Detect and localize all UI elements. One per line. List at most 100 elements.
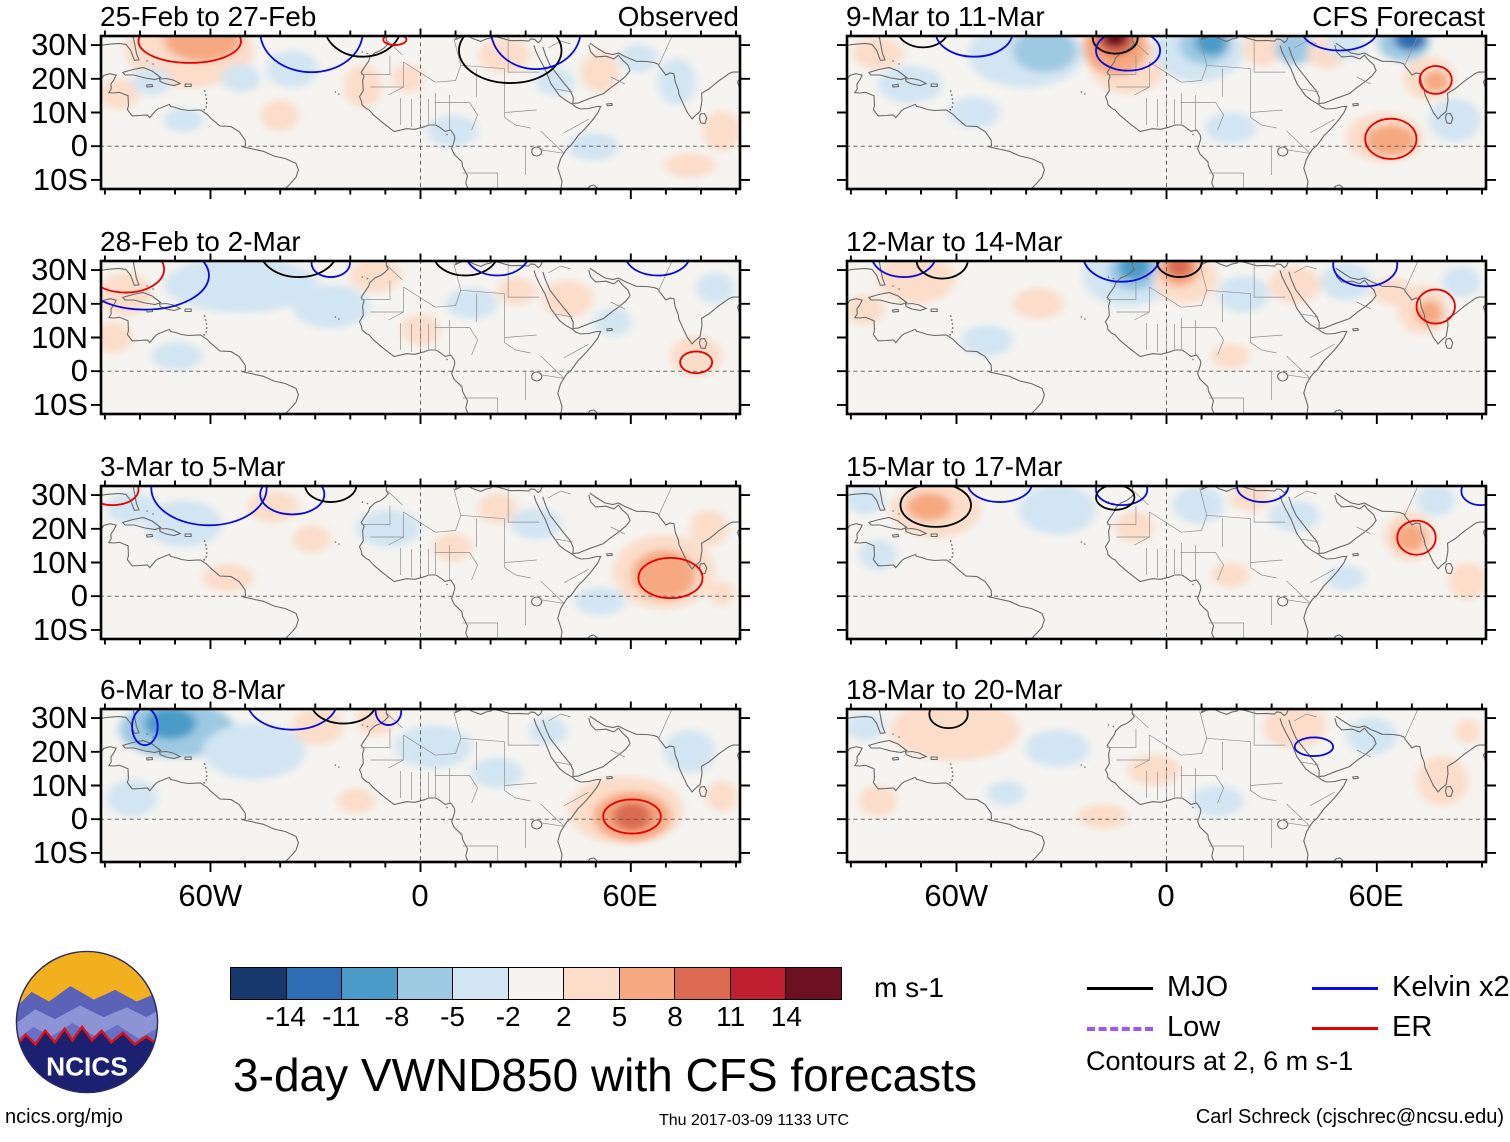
map-frame xyxy=(845,707,1488,864)
country-borders xyxy=(1106,260,1419,415)
lat-tick-label: 30N xyxy=(31,700,88,736)
er-contour xyxy=(1415,288,1456,325)
lat-tick-label: 20N xyxy=(31,60,88,96)
colorbar-cell xyxy=(342,968,398,999)
axis-ticks xyxy=(836,253,1497,424)
footer-credit: Carl Schreck (cjschrec@ncsu.edu) xyxy=(1195,1106,1504,1128)
wave-contours xyxy=(899,485,1487,556)
coastlines xyxy=(100,485,741,640)
anomaly-map xyxy=(90,478,751,649)
er-contour xyxy=(679,350,714,375)
panel-corner-label: CFS Forecast xyxy=(1312,1,1485,32)
legend-line-kelvin-x2 xyxy=(1312,987,1378,990)
lat-tick-label: 10N xyxy=(31,319,88,355)
ncics-logo: NCICS xyxy=(15,950,159,1094)
wave-contours xyxy=(137,35,582,84)
panel-title: 6-Mar to 8-Mar xyxy=(100,674,286,705)
anomaly-shading xyxy=(846,708,1481,829)
figure-title: 3-day VWND850 with CFS forecasts xyxy=(233,1049,977,1101)
anomaly-shading xyxy=(852,35,1481,163)
colorbar-cell xyxy=(619,968,676,999)
mjo-contour xyxy=(1095,485,1136,511)
colorbar-cell xyxy=(231,968,287,999)
legend-line-er xyxy=(1312,1027,1378,1030)
kelvin-contour xyxy=(625,260,690,277)
kelvin-contour xyxy=(966,485,1033,503)
footer-url: ncics.org/mjo xyxy=(5,1106,123,1128)
kelvin-contour xyxy=(1332,260,1399,288)
map-frame xyxy=(99,259,742,416)
map-panel: 3-Mar to 5-Mar xyxy=(90,451,751,649)
kelvin-contour xyxy=(374,708,403,726)
panel-title: 12-Mar to 14-Mar xyxy=(846,226,1063,257)
contour-note: Contours at 2, 6 m s-1 xyxy=(1086,1046,1354,1076)
map-panel: 25-Feb to 27-Feb Observed xyxy=(90,1,751,199)
er-contour xyxy=(1364,117,1418,160)
legend-label-mjo: MJO xyxy=(1167,971,1229,1003)
axis-ticks xyxy=(836,701,1497,872)
map-frame xyxy=(99,484,742,641)
lon-tick-label: 60E xyxy=(602,878,658,913)
anomaly-map xyxy=(90,253,751,424)
anomaly-map xyxy=(836,253,1497,424)
kelvin-contour xyxy=(131,708,159,747)
lat-tick-label: 20N xyxy=(31,285,88,321)
panel-title: 15-Mar to 17-Mar xyxy=(846,451,1063,482)
map-panel: 18-Mar to 20-Mar xyxy=(836,674,1497,872)
colorbar-tick-label: -14 xyxy=(265,1001,306,1032)
colorbar-tick-label: 11 xyxy=(716,1001,746,1032)
colorbar-cell xyxy=(286,968,343,999)
er-contour xyxy=(1396,519,1437,556)
panel-title: 25-Feb to 27-Feb xyxy=(100,1,317,32)
kelvin-contour xyxy=(259,35,364,74)
kelvin-contour xyxy=(1460,485,1487,507)
lat-tick-label: 10S xyxy=(32,161,88,197)
logo-ridge-line xyxy=(15,1024,159,1051)
colorbar-tick-label: -2 xyxy=(495,1001,521,1032)
anomaly-shading xyxy=(100,35,741,178)
lat-tick-label: 10N xyxy=(31,94,88,130)
mjo-contour xyxy=(928,708,969,730)
lat-tick-label: 0 xyxy=(70,128,88,164)
wave-contours xyxy=(897,35,1453,160)
lat-tick-label: 30N xyxy=(31,27,88,63)
lat-tick-label: 10S xyxy=(32,386,88,422)
axis-ticks xyxy=(90,253,751,424)
lat-tick-label: 10N xyxy=(31,767,88,803)
map-frame xyxy=(845,259,1488,416)
legend-line-low xyxy=(1087,1027,1153,1031)
logo-text: NCICS xyxy=(46,1052,128,1082)
lat-tick-label: 10S xyxy=(32,834,88,870)
er-contour xyxy=(137,35,242,64)
axis-ticks xyxy=(90,701,751,872)
mjo-contour xyxy=(304,485,358,503)
lat-tick-label: 10S xyxy=(32,611,88,647)
legend-label-low: Low xyxy=(1167,1011,1221,1043)
lat-tick-label: 10N xyxy=(31,544,88,580)
map-frame xyxy=(99,34,742,191)
kelvin-contour xyxy=(100,260,210,311)
mjo-contour xyxy=(261,260,336,278)
panel-corner-label: Observed xyxy=(617,1,739,32)
wave-contours xyxy=(928,708,1335,757)
colorbar xyxy=(230,967,842,1000)
colorbar-tick-label: 8 xyxy=(667,1001,683,1032)
er-contour xyxy=(100,260,165,294)
map-panel: 15-Mar to 17-Mar xyxy=(836,451,1497,649)
colorbar-cell xyxy=(730,968,787,999)
lat-tick-label: 0 xyxy=(70,353,88,389)
kelvin-contour xyxy=(247,708,337,731)
anomaly-map xyxy=(836,478,1497,649)
lat-tick-label: 20N xyxy=(31,733,88,769)
colorbar-cell xyxy=(508,968,565,999)
mjo-contour xyxy=(311,708,376,725)
kelvin-contour xyxy=(490,35,582,70)
axis-ticks xyxy=(836,478,1497,649)
mjo-contour xyxy=(458,35,563,84)
mjo-contour xyxy=(915,260,969,280)
country-borders xyxy=(360,708,673,863)
kelvin-contour xyxy=(1095,35,1161,72)
country-borders xyxy=(1106,708,1419,863)
country-borders xyxy=(1106,485,1419,640)
